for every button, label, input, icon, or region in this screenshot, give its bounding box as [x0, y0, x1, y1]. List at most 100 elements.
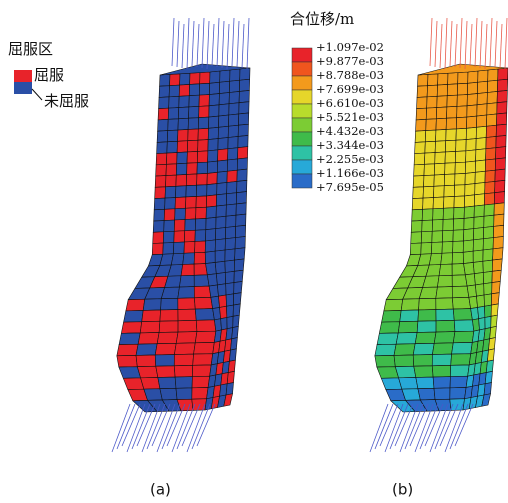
mesh-cell	[463, 251, 473, 263]
mesh-cell	[181, 264, 194, 276]
mesh-cell	[437, 84, 447, 96]
mesh-cell	[218, 115, 228, 127]
mesh-cell	[483, 226, 493, 238]
mesh-cell	[192, 399, 207, 411]
mesh-cell	[474, 194, 484, 206]
mesh-cell	[483, 249, 493, 261]
mesh-cell	[186, 196, 197, 208]
rebar	[470, 24, 472, 66]
mesh-cell	[154, 209, 165, 221]
mesh-cell	[465, 274, 475, 286]
mesh-cell	[413, 355, 432, 367]
mesh-cell	[487, 349, 494, 361]
mesh-cell	[496, 113, 506, 125]
mesh-cell	[474, 205, 484, 217]
mesh-cell	[453, 331, 474, 343]
mesh-cell	[209, 94, 219, 106]
mesh-cell	[187, 140, 198, 152]
mesh-cell	[178, 107, 189, 119]
mesh-cell	[375, 344, 396, 356]
mesh-cell	[229, 349, 236, 361]
rebar	[237, 21, 239, 67]
mesh-cell	[412, 198, 423, 210]
color-bar: +1.097e-02+9.877e-03+8.788e-03+7.699e-03…	[292, 40, 384, 194]
mesh-cell	[428, 74, 438, 86]
mesh-cell	[140, 321, 160, 333]
mesh-cell	[435, 141, 446, 153]
mesh-cell	[174, 365, 192, 377]
mesh-cell	[419, 287, 437, 299]
mesh-cell	[171, 253, 184, 265]
color-band	[292, 48, 312, 62]
mesh-cell	[398, 321, 418, 333]
mesh-cell	[209, 285, 218, 297]
mesh-cell	[486, 125, 496, 137]
mesh-cell	[136, 344, 157, 356]
mesh-cell	[178, 298, 195, 310]
mesh-cell	[452, 342, 473, 354]
mesh-cell	[208, 150, 218, 162]
mesh-cell	[475, 160, 485, 172]
color-bar-label: +1.097e-02	[316, 40, 384, 54]
mesh-cell	[445, 163, 456, 175]
rebar	[485, 24, 487, 69]
mesh-cell	[194, 297, 212, 309]
mesh-cell	[206, 217, 216, 229]
mesh-cell	[472, 319, 479, 331]
mesh-cell	[233, 293, 241, 305]
mesh-cell	[178, 320, 197, 332]
mesh-cell	[483, 238, 493, 250]
mesh-cell	[155, 176, 166, 188]
mesh-cell	[164, 209, 175, 221]
mesh-cell	[217, 171, 227, 183]
mesh-cell	[119, 367, 141, 379]
mesh-cell	[468, 71, 478, 83]
mesh-cell	[436, 107, 447, 119]
mesh-cell	[455, 151, 466, 163]
mesh-cell	[426, 108, 437, 120]
mesh-cell	[432, 365, 450, 377]
mesh-cell	[233, 304, 240, 316]
mesh-cell	[444, 174, 455, 186]
mesh-cell	[192, 387, 208, 399]
mesh-cell	[494, 214, 504, 226]
mesh-cell	[425, 141, 436, 153]
mesh-cell	[216, 273, 225, 285]
mesh-cell	[477, 93, 487, 105]
mesh-cell	[456, 117, 466, 129]
mesh-cell	[236, 192, 246, 204]
mesh-cell	[195, 331, 216, 343]
mesh-cell	[209, 82, 219, 94]
mesh-cell	[234, 270, 243, 282]
mesh-cell	[234, 281, 243, 293]
mesh-cell	[492, 259, 502, 271]
mesh-cell	[233, 315, 240, 327]
mesh-cell	[227, 170, 237, 182]
mesh-cell	[229, 80, 239, 92]
mesh-cell	[486, 136, 496, 148]
mesh-cell	[235, 225, 245, 237]
mesh-cell	[220, 306, 227, 318]
mesh-cell	[219, 104, 229, 116]
rebar	[247, 18, 249, 69]
mesh-cell	[426, 119, 437, 131]
rebar	[212, 24, 214, 66]
rebar	[440, 24, 442, 68]
mesh-cell	[456, 140, 467, 152]
mesh-cell	[155, 187, 166, 199]
mesh-cell	[464, 262, 475, 274]
leader	[32, 89, 42, 100]
mesh-cell	[221, 318, 227, 330]
mesh-cell	[493, 225, 503, 237]
mesh-cell	[444, 185, 455, 197]
mesh-cell	[465, 172, 475, 184]
mesh-cell	[413, 187, 424, 199]
mesh-cell	[226, 305, 233, 317]
mesh-cell	[475, 284, 484, 296]
color-band	[292, 104, 312, 118]
mesh-cell	[476, 138, 486, 150]
mesh-cell	[225, 238, 235, 250]
mesh-cell	[394, 355, 414, 367]
mesh-cell	[126, 299, 145, 311]
rebar	[475, 18, 477, 67]
